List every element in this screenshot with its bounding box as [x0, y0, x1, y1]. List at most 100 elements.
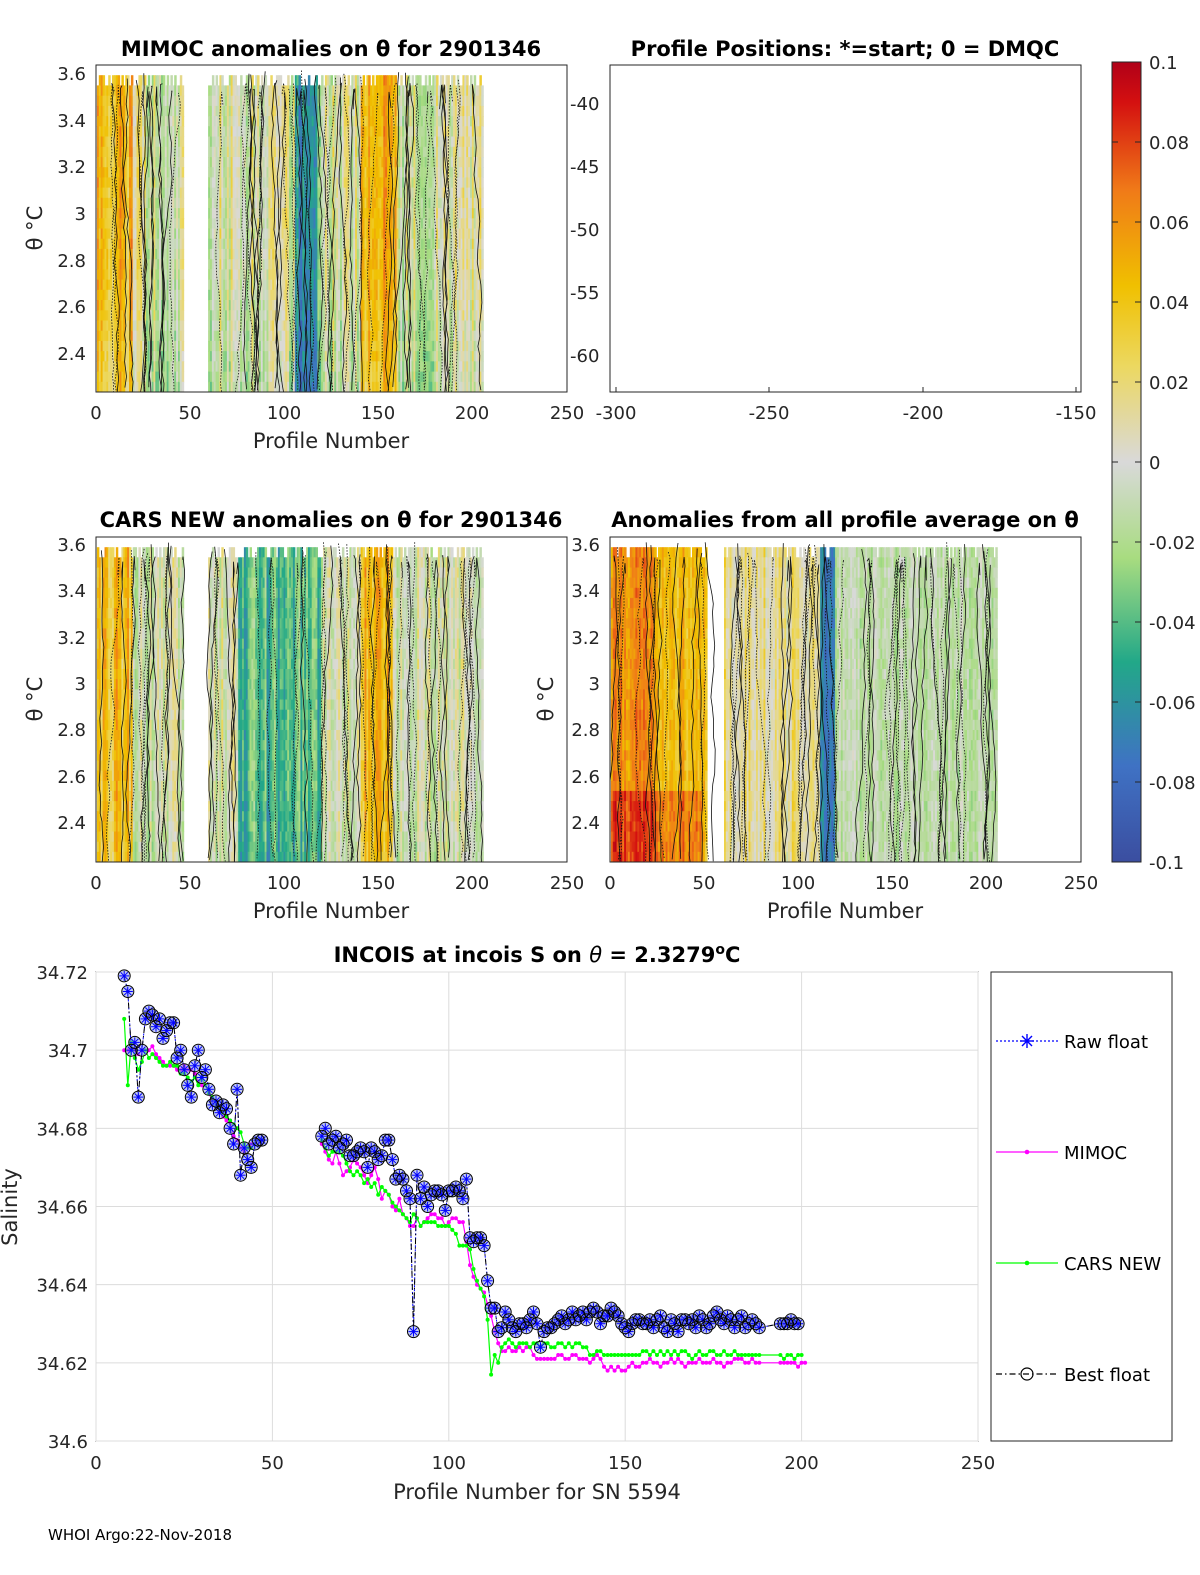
heatmap-cell	[174, 167, 177, 179]
heatmap-cell	[298, 218, 301, 230]
heatmap-cell	[108, 136, 111, 148]
heatmap-cell	[225, 105, 228, 117]
heatmap-cell	[247, 381, 251, 392]
heatmap-cell	[104, 126, 107, 138]
heatmap-cell	[281, 238, 285, 250]
heatmap-cell	[208, 361, 211, 373]
heatmap-cell	[285, 361, 288, 373]
heatmap-cell	[405, 351, 409, 362]
heatmap-cell	[230, 177, 234, 189]
heatmap-cell	[400, 126, 403, 138]
heatmap-cell	[417, 136, 420, 148]
heatmap-cell	[217, 228, 220, 240]
heatmap-cell	[129, 259, 132, 271]
heatmap-cell	[279, 75, 283, 87]
heatmap-cell	[268, 146, 271, 158]
heatmap-cell	[347, 289, 350, 301]
heatmap-cell	[226, 208, 230, 219]
heatmap-cell	[309, 218, 313, 230]
heatmap-cell	[243, 340, 247, 352]
heatmap-cell	[106, 95, 109, 107]
heatmap-cell	[166, 361, 170, 373]
heatmap-cell	[366, 320, 369, 332]
heatmap-cell	[174, 371, 177, 383]
heatmap-cell	[328, 95, 332, 107]
heatmap-cell	[242, 208, 245, 219]
heatmap-cell	[358, 146, 362, 158]
heatmap-cell	[402, 95, 405, 107]
heatmap-cell	[213, 157, 217, 168]
heatmap-cell	[266, 361, 269, 373]
heatmap-cell	[287, 238, 290, 250]
heatmap-cell	[230, 126, 234, 138]
heatmap-cell	[234, 340, 237, 352]
heatmap-cell	[390, 177, 394, 189]
heatmap-cell	[306, 228, 309, 240]
heatmap-cell	[368, 167, 371, 179]
heatmap-cell	[394, 381, 398, 392]
heatmap-cell	[323, 105, 326, 117]
heatmap-cell	[324, 85, 328, 97]
heatmap-cell	[407, 269, 411, 281]
heatmap-cell	[225, 320, 228, 332]
heatmap-cell	[372, 167, 375, 179]
heatmap-cell	[396, 371, 399, 383]
heatmap-cell	[257, 197, 260, 209]
heatmap-cell	[132, 310, 136, 322]
heatmap-cell	[370, 300, 373, 311]
heatmap-cell	[145, 136, 149, 148]
heatmap-cell	[132, 105, 136, 117]
heatmap-cell	[121, 167, 124, 179]
heatmap-cell	[144, 381, 147, 392]
heatmap-cell	[421, 136, 424, 148]
heatmap-cell	[230, 269, 234, 281]
heatmap-cell	[285, 238, 288, 250]
heatmap-cell	[413, 310, 416, 322]
heatmap-cell	[298, 197, 301, 209]
heatmap-cell	[355, 116, 358, 127]
heatmap-cell	[213, 105, 217, 117]
heatmap-cell	[270, 259, 273, 271]
heatmap-cell	[117, 340, 121, 352]
heatmap-cell	[364, 197, 367, 209]
heatmap-cell	[226, 95, 230, 107]
heatmap-cell	[274, 238, 277, 250]
heatmap-cell	[383, 208, 386, 219]
heatmap-cell	[255, 197, 258, 209]
heatmap-cell	[221, 208, 224, 219]
heatmap-cell	[426, 95, 430, 107]
heatmap-cell	[353, 228, 356, 240]
heatmap-cell	[217, 330, 220, 342]
heatmap-cell	[127, 187, 130, 199]
heatmap-cell	[360, 187, 364, 199]
heatmap-cell	[377, 85, 381, 97]
heatmap-cell	[355, 197, 358, 209]
heatmap-cell	[313, 218, 317, 230]
heatmap-cell	[151, 361, 155, 373]
heatmap-cell	[228, 340, 232, 352]
heatmap-cell	[181, 116, 185, 127]
heatmap-cell	[336, 95, 339, 107]
heatmap-cell	[149, 238, 153, 250]
heatmap-cell	[415, 330, 418, 342]
heatmap-cell	[145, 146, 149, 158]
heatmap-cell	[319, 187, 322, 199]
heatmap-cell	[274, 157, 277, 168]
heatmap-cell	[294, 85, 298, 97]
heatmap-cell	[394, 116, 398, 127]
heatmap-cell	[174, 351, 177, 362]
heatmap-cell	[226, 381, 230, 392]
heatmap-cell	[375, 228, 379, 240]
heatmap-cell	[100, 259, 104, 271]
heatmap-cell	[304, 187, 307, 199]
heatmap-cell	[162, 85, 166, 97]
heatmap-cell	[98, 351, 102, 362]
heatmap-cell	[255, 381, 258, 392]
heatmap-cell	[270, 361, 273, 373]
heatmap-cell	[381, 320, 384, 332]
heatmap-cell	[366, 197, 369, 209]
heatmap-cell	[142, 248, 145, 260]
heatmap-cell	[321, 340, 324, 352]
heatmap-cell	[326, 310, 330, 322]
heatmap-cell	[251, 279, 254, 291]
